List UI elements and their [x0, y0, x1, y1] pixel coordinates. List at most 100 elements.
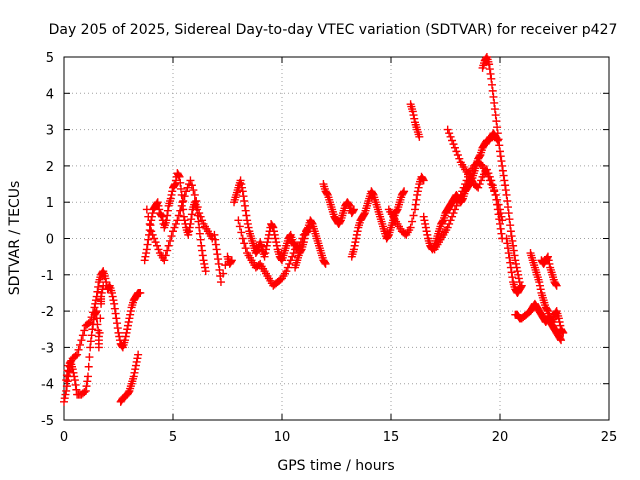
data-point: [140, 256, 149, 265]
y-tick-label: -3: [41, 341, 54, 356]
data-point: [420, 216, 429, 225]
data-point: [503, 196, 512, 205]
data-point: [545, 259, 554, 268]
data-point: [97, 288, 106, 297]
data-point: [77, 336, 86, 345]
data-point: [261, 249, 270, 258]
data-point: [93, 287, 102, 296]
data-point: [558, 327, 567, 336]
data-point: [240, 196, 249, 205]
data-point: [536, 285, 545, 294]
data-point: [109, 296, 118, 305]
data-point: [99, 281, 108, 290]
data-point: [269, 223, 278, 232]
data-point: [237, 228, 246, 237]
data-point: [506, 258, 515, 267]
data-point: [84, 362, 93, 371]
data-point: [219, 269, 228, 278]
data-point: [307, 218, 316, 227]
data-point: [153, 198, 162, 207]
data-point: [504, 249, 513, 258]
data-point: [400, 187, 409, 196]
data-point: [488, 86, 497, 95]
data-point: [210, 230, 219, 239]
data-point: [268, 222, 277, 231]
y-tick-label: 0: [46, 233, 54, 248]
data-point: [503, 239, 512, 248]
data-point: [238, 234, 247, 243]
data-point: [506, 221, 515, 230]
data-point: [511, 256, 520, 265]
y-tick-label: -2: [41, 305, 54, 320]
data-point: [75, 340, 84, 349]
data-point: [88, 325, 97, 334]
data-point: [349, 206, 358, 215]
y-tick-labels: -5 -4 -3 -2 -1 0 1 2 3 4 5: [41, 51, 54, 429]
data-point: [86, 317, 95, 326]
data-point: [556, 321, 565, 330]
data-point: [164, 241, 173, 250]
data-point: [554, 314, 563, 323]
data-point: [323, 189, 332, 198]
data-point: [555, 317, 564, 326]
data-point: [492, 117, 501, 126]
data-point: [351, 238, 360, 247]
data-point: [271, 234, 280, 243]
data-point: [68, 365, 77, 374]
data-point: [200, 259, 209, 268]
data-point: [408, 217, 417, 226]
data-point: [113, 319, 122, 328]
y-tick-label: 5: [46, 51, 54, 66]
data-point: [285, 259, 294, 268]
data-point: [63, 366, 72, 375]
data-point: [493, 136, 502, 145]
data-point: [413, 187, 422, 196]
data-point: [196, 212, 205, 221]
x-tick-label: 25: [601, 430, 618, 445]
y-tick-label: -1: [41, 269, 54, 284]
data-point: [201, 267, 210, 276]
data-point: [113, 324, 122, 333]
data-point: [132, 357, 141, 366]
data-point: [508, 273, 517, 282]
data-point: [543, 305, 552, 314]
y-tick-label: 1: [46, 196, 54, 211]
data-point: [110, 299, 119, 308]
data-point: [556, 334, 565, 343]
data-point: [121, 336, 130, 345]
data-point: [111, 309, 120, 318]
data-point: [350, 241, 359, 250]
data-point: [95, 328, 104, 337]
data-point: [82, 382, 91, 391]
data-point: [122, 328, 131, 337]
data-point: [142, 245, 151, 254]
data-point: [87, 331, 96, 340]
data-point: [143, 240, 152, 249]
data-point: [170, 223, 179, 232]
data-point: [557, 336, 566, 345]
data-point: [167, 232, 176, 241]
data-point: [187, 215, 196, 224]
data-point: [449, 140, 458, 149]
data-point: [78, 331, 87, 340]
data-point: [445, 129, 454, 138]
data-point: [69, 368, 78, 377]
data-point: [214, 255, 223, 264]
data-point: [151, 238, 160, 247]
data-point: [501, 186, 510, 195]
data-point: [184, 230, 193, 239]
data-point: [146, 221, 155, 230]
data-point: [189, 186, 198, 195]
data-point: [126, 310, 135, 319]
data-markers: [60, 53, 568, 406]
data-point: [130, 368, 139, 377]
data-point: [498, 166, 507, 175]
data-point: [195, 209, 204, 218]
data-point: [508, 236, 517, 245]
data-point: [474, 183, 483, 192]
data-point: [484, 169, 493, 178]
y-tick-label: 4: [46, 87, 54, 102]
data-point: [167, 190, 176, 199]
data-point: [84, 319, 93, 328]
data-point: [72, 385, 81, 394]
